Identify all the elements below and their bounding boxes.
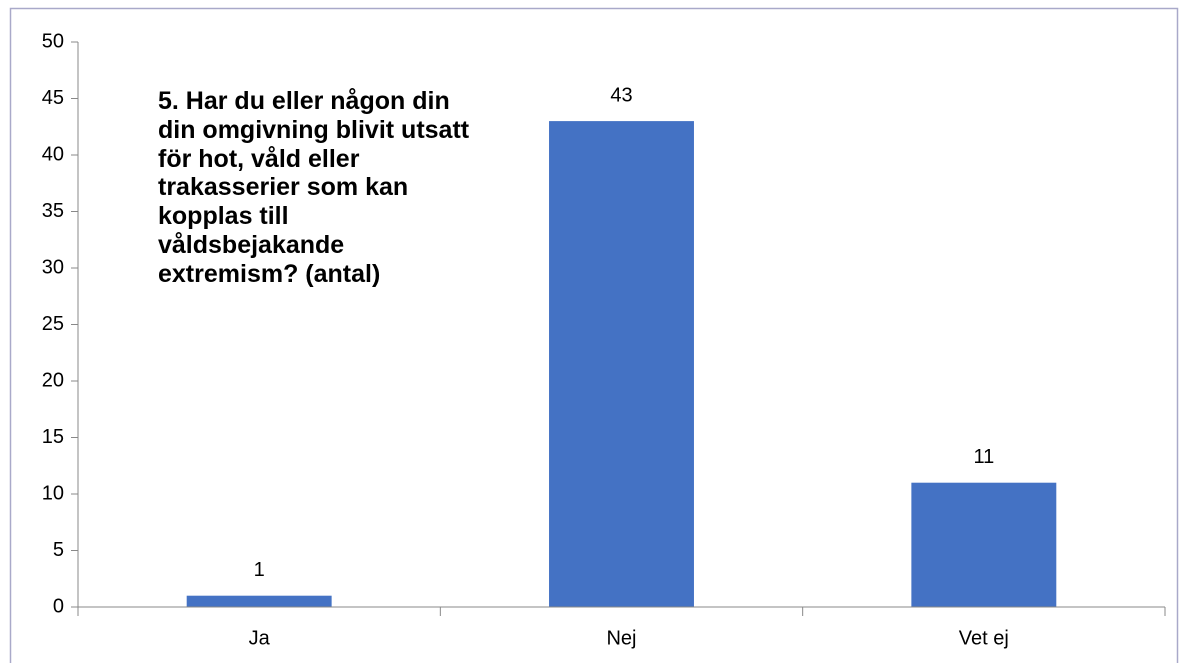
y-tick-label: 5 <box>53 539 64 561</box>
y-tick-label: 45 <box>42 87 64 109</box>
x-tick-label: Nej <box>606 627 636 649</box>
y-tick-label: 40 <box>42 143 64 165</box>
y-tick-label: 30 <box>42 256 64 278</box>
bar <box>186 595 332 607</box>
y-tick-label: 25 <box>42 313 64 335</box>
y-tick-label: 50 <box>42 30 64 52</box>
y-tick-label: 10 <box>42 482 64 504</box>
y-tick-label: 35 <box>42 200 64 222</box>
bar <box>549 121 694 607</box>
y-tick-label: 0 <box>53 595 64 617</box>
chart-title: 5. Har du eller någon din din omgivning … <box>158 87 470 288</box>
x-tick-label: Ja <box>249 627 271 649</box>
data-label: 11 <box>973 446 994 468</box>
bar <box>911 482 1057 607</box>
data-label: 43 <box>610 84 632 106</box>
x-tick-label: Vet ej <box>959 627 1009 649</box>
y-tick-label: 20 <box>42 369 64 391</box>
data-label: 1 <box>254 559 265 581</box>
y-tick-label: 15 <box>42 426 64 448</box>
